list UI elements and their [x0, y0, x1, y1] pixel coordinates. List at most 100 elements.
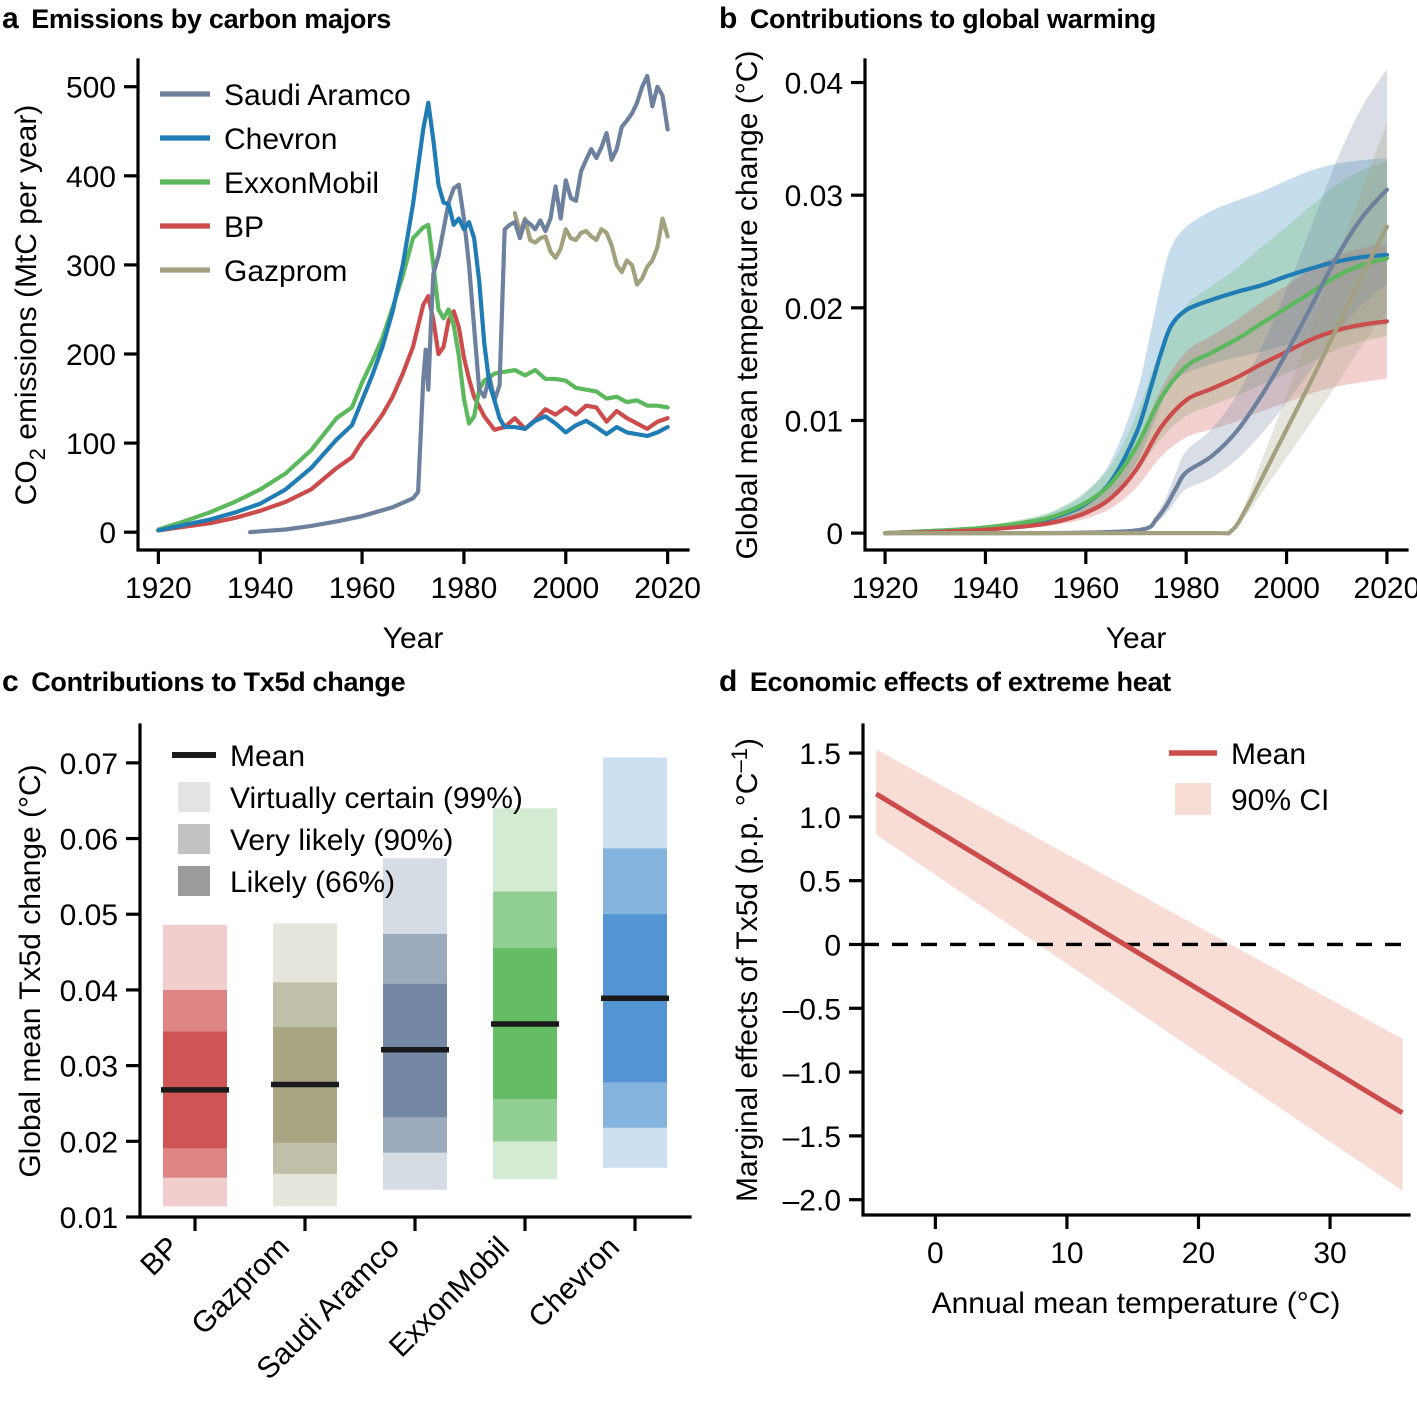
panel-c-plot: 0.01 0.02 0.03 0.04 0.05 0.06 0.07 Global mean …: [14, 723, 692, 1386]
panel-a-xaxis-title: Year: [383, 622, 444, 655]
panel-c-legend-swatch-3: [178, 866, 210, 896]
panel-a-xtick-label: 1960: [329, 572, 396, 605]
panel-d-ytick-label: 1.0: [799, 802, 841, 835]
panel-b-header: b Contributions to global warming: [717, 0, 1417, 42]
panel-d-ytick-label: 0.5: [799, 866, 841, 899]
panel-a-legend-label-4: Gazprom: [224, 255, 347, 288]
panel-b-xtick-label: 2000: [1253, 572, 1320, 605]
panel-a-xtick-label: 2000: [532, 572, 599, 605]
panel-c-title: Contributions to Tx5d change: [31, 667, 406, 697]
panel-a-ytick-label: 400: [66, 161, 116, 194]
panel-a-legend-label-3: BP: [224, 211, 264, 244]
panel-b-xtick-label: 1940: [952, 572, 1019, 605]
panel-b-plot: 0 0.01 0.02 0.03 0.04 1920 1940 1960 1980 2000 202…: [731, 51, 1417, 655]
panel-b-xtick-label: 1960: [1052, 572, 1119, 605]
panel-b-yaxis-title: Global mean temperature change (°C): [731, 51, 764, 560]
panel-b-band-bp: [885, 243, 1387, 534]
panel-d-legend-ci-swatch: [1175, 783, 1211, 815]
panel-c-bar-chevron: [601, 757, 669, 1168]
panel-a-legend-label-1: Chevron: [224, 123, 337, 156]
panel-a-ytick-label: 0: [99, 517, 116, 550]
panel-a-legend-label-2: ExxonMobil: [224, 167, 379, 200]
panel-d: d Economic effects of extreme heat 1.5 1.…: [717, 663, 1417, 1403]
panel-b-xtick-label: 2020: [1354, 572, 1417, 605]
panel-a-plot: 0 100 200 300 400 500 1920 1940 1960 1980 2000 2020…: [10, 58, 700, 655]
panel-b-axes: [863, 58, 1409, 552]
panel-d-xtick-label: 30: [1313, 1237, 1346, 1270]
panel-c-legend-swatch-2: [178, 824, 210, 854]
panel-d-yaxis-title: Marginal effects of Tx5d (p.p. °C–1): [727, 738, 764, 1202]
panel-d-axes: [861, 723, 1411, 1217]
panel-a-xtick-label: 1980: [431, 572, 498, 605]
panel-d-xtick-label: 20: [1182, 1237, 1215, 1270]
panel-a-xtick-label: 1920: [125, 572, 192, 605]
panel-c-ytick-label: 0.01: [60, 1202, 118, 1235]
panel-a-axes: [136, 58, 690, 552]
panel-b-ytick-label: 0.04: [785, 68, 843, 101]
panel-c-letter: c: [2, 665, 19, 698]
panel-b-xtick-label: 1920: [852, 572, 919, 605]
panel-b: b Contributions to global warming 0 0.01 0…: [717, 0, 1417, 660]
panel-c-bar-bp: [161, 924, 229, 1207]
panel-c-legend-label-1: Virtually certain (99%): [230, 782, 523, 815]
panel-a-series-chevron: [156, 100, 670, 533]
panel-b-ytick-label: 0.02: [785, 293, 843, 326]
panel-a-header: a Emissions by carbon majors: [0, 0, 700, 42]
panel-b-letter: b: [719, 2, 737, 35]
panel-a-xtick-label: 1940: [227, 572, 294, 605]
panel-a-legend-label-0: Saudi Aramco: [224, 79, 411, 112]
panel-d-ytick-label: 1.5: [799, 738, 841, 771]
panel-c-ytick-label: 0.03: [60, 1051, 118, 1084]
panel-a-ytick-label: 300: [66, 250, 116, 283]
panel-b-band-exxonmobil: [885, 161, 1387, 534]
panel-b-ytick-label: 0: [826, 518, 843, 551]
panel-c-ytick-label: 0.04: [60, 975, 118, 1008]
panel-b-series-gazprom: [882, 224, 1390, 536]
panel-c-yaxis-title: Global mean Tx5d change (°C): [14, 764, 47, 1177]
panel-a-xtick-label: 2020: [634, 572, 700, 605]
panel-d-ytick-label: –1.0: [783, 1057, 841, 1090]
panel-a-yaxis-title: CO2 emissions (MtC per year): [10, 105, 50, 506]
panel-d-xaxis-title: Annual mean temperature (°C): [932, 1287, 1341, 1320]
panel-a-title: Emissions by carbon majors: [31, 4, 392, 34]
panel-c-ytick-label: 0.06: [60, 824, 118, 857]
panel-c-ytick-label: 0.02: [60, 1126, 118, 1159]
panel-a-letter: a: [2, 2, 19, 35]
panel-a-ytick-label: 500: [66, 72, 116, 105]
panel-d-plot: 1.5 1.0 0.5 0 –0.5 –1.0 –1.5 –2.0 0 10 20 30 Annual …: [727, 723, 1411, 1320]
panel-b-band-saudi-aramco: [885, 69, 1387, 534]
panel-d-ytick-label: 0: [824, 929, 841, 962]
panel-d-xtick-label: 0: [927, 1237, 944, 1270]
panel-d-title: Economic effects of extreme heat: [749, 667, 1171, 697]
panel-c-xtick-label-3: ExxonMobil: [383, 1231, 516, 1364]
panel-c-ytick-label: 0.05: [60, 899, 118, 932]
panel-d-letter: d: [719, 665, 737, 698]
panel-c-xtick-label-0: BP: [134, 1231, 186, 1283]
panel-c-legend-mean-label: Mean: [230, 740, 305, 773]
panel-b-series-exxonmobil: [882, 256, 1390, 536]
panel-b-ytick-label: 0.01: [785, 405, 843, 438]
panel-a-series-gazprom: [512, 211, 670, 287]
panel-a-series-exxonmobil: [156, 222, 670, 532]
panel-c-xtick-label-4: Chevron: [522, 1231, 626, 1335]
panel-a-series-saudi-aramco: [247, 73, 670, 535]
panel-d-ytick-label: –0.5: [783, 993, 841, 1026]
panel-c-xtick-label-1: Gazprom: [185, 1231, 296, 1342]
panel-c-legend-label-2: Very likely (90%): [230, 824, 453, 857]
panel-c-bar-saudi-aramco: [381, 858, 449, 1190]
panel-d-header: d Economic effects of extreme heat: [717, 663, 1417, 705]
panel-b-ytick-label: 0.03: [785, 180, 843, 213]
panel-d-xtick-label: 10: [1050, 1237, 1083, 1270]
panel-a: a Emissions by carbon majors 0 100 200 300 4…: [0, 0, 700, 660]
panel-b-xaxis-title: Year: [1106, 622, 1167, 655]
panel-d-legend-ci-label: 90% CI: [1231, 784, 1329, 817]
panel-d-legend-mean-label: Mean: [1231, 738, 1306, 771]
panel-d-ytick-label: –2.0: [783, 1185, 841, 1218]
panel-c-bar-gazprom: [271, 923, 339, 1207]
panel-c-bar-exxonmobil: [491, 808, 559, 1180]
panel-d-mean-line: [874, 791, 1404, 1116]
panel-a-ytick-label: 200: [66, 339, 116, 372]
panel-b-series-bp: [882, 319, 1390, 536]
panel-c: c Contributions to Tx5d change 0.01 0.02 0…: [0, 663, 700, 1403]
panel-d-ytick-label: –1.5: [783, 1121, 841, 1154]
